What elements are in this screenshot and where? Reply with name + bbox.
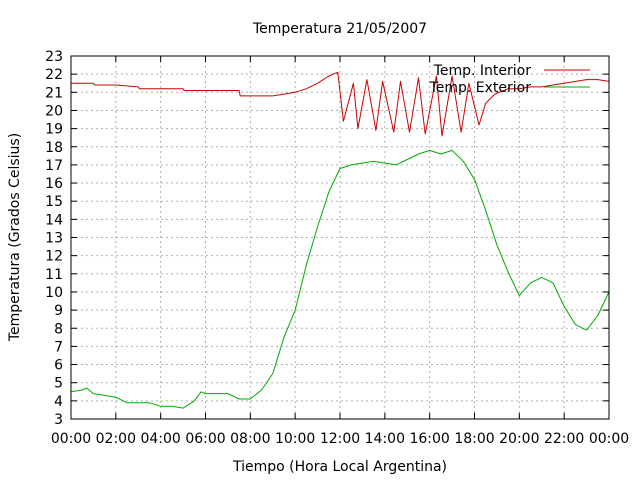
- y-tick-label: 6: [54, 358, 63, 374]
- x-tick-label: 00:00: [589, 431, 629, 447]
- tick-labels: 3 4 5 6 7 8 9 10 11 12 13 14 15 16 17 18 19 20 21 22 23 00:00…: [45, 49, 629, 447]
- x-tick-label: 20:00: [499, 431, 539, 447]
- y-tick-label: 18: [45, 140, 63, 156]
- y-tick-label: 23: [45, 49, 63, 65]
- y-tick-label: 7: [54, 339, 63, 355]
- series-lines: [70, 71, 610, 409]
- x-tick-label: 06:00: [185, 431, 225, 447]
- y-tick-label: 11: [45, 267, 63, 283]
- x-tick-label: 14:00: [365, 431, 405, 447]
- y-tick-label: 15: [45, 194, 63, 210]
- x-tick-label: 12:00: [320, 431, 360, 447]
- series-line-interior: [71, 71, 610, 137]
- x-tick-label: 00:00: [51, 431, 91, 447]
- y-tick-label: 20: [45, 103, 63, 119]
- y-axis-label: Temperatura (Grados Celsius): [7, 133, 23, 342]
- grid-lines: [71, 56, 609, 419]
- y-tick-label: 8: [54, 321, 63, 337]
- y-tick-label: 14: [45, 212, 63, 228]
- y-tick-label: 9: [54, 303, 63, 319]
- y-tick-label: 21: [45, 85, 63, 101]
- x-tick-label: 02:00: [96, 431, 136, 447]
- x-tick-label: 08:00: [230, 431, 270, 447]
- series-line-exterior: [70, 149, 610, 409]
- y-tick-label: 5: [54, 376, 63, 392]
- chart-title: Temperatura 21/05/2007: [252, 21, 427, 37]
- x-tick-label: 22:00: [544, 431, 584, 447]
- x-tick-label: 10:00: [275, 431, 315, 447]
- y-tick-label: 4: [54, 394, 63, 410]
- y-tick-label: 16: [45, 176, 63, 192]
- y-tick-label: 12: [45, 249, 63, 265]
- tick-marks: [70, 55, 610, 420]
- legend-label: Temp. Interior: [433, 63, 532, 79]
- y-tick-label: 13: [45, 231, 63, 247]
- y-tick-label: 22: [45, 67, 63, 83]
- x-axis-label: Tiempo (Hora Local Argentina): [232, 459, 447, 475]
- y-tick-label: 19: [45, 122, 63, 138]
- x-tick-label: 04:00: [140, 431, 180, 447]
- y-tick-label: 10: [45, 285, 63, 301]
- x-tick-label: 18:00: [454, 431, 494, 447]
- x-tick-label: 16:00: [409, 431, 449, 447]
- legend-label: Temp. Exterior: [429, 80, 532, 96]
- y-tick-label: 3: [54, 412, 63, 428]
- y-tick-label: 17: [45, 158, 63, 174]
